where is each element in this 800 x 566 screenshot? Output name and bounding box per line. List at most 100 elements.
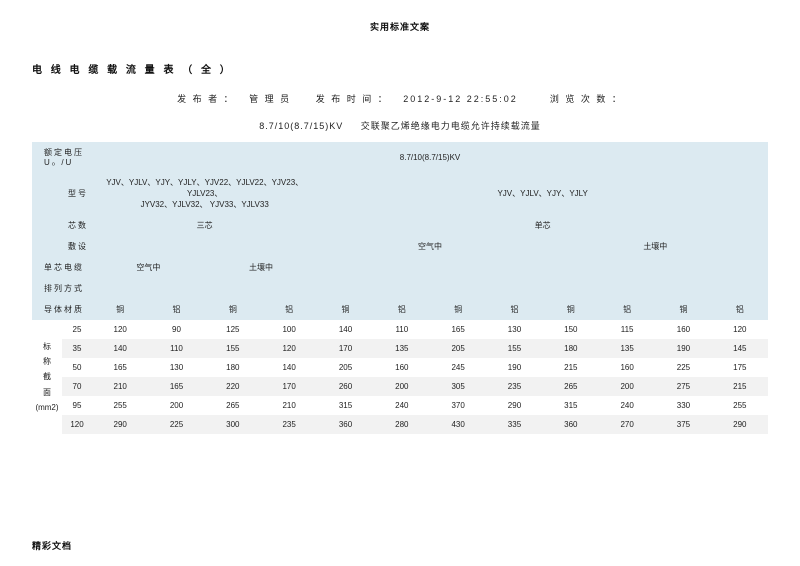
value-cell: 120 <box>261 339 317 358</box>
table-caption-left: 8.7/10(8.7/15)KV <box>259 121 343 131</box>
value-cell: 205 <box>430 339 486 358</box>
value-cell: 215 <box>712 377 768 396</box>
col-cu: 铜 <box>92 299 148 320</box>
table-body: 标称截面(mm2)2512090125100140110165130150115… <box>32 320 768 434</box>
col-cu: 铜 <box>543 299 599 320</box>
value-cell: 370 <box>430 396 486 415</box>
value-cell: 170 <box>261 377 317 396</box>
value-cell: 140 <box>317 320 373 339</box>
value-cell: 135 <box>599 339 655 358</box>
value-cell: 140 <box>261 358 317 377</box>
value-cell: 160 <box>374 358 430 377</box>
value-cell: 115 <box>599 320 655 339</box>
value-cell: 290 <box>712 415 768 434</box>
value-cell: 190 <box>486 358 542 377</box>
laying-soil-right: 土壤中 <box>543 236 768 257</box>
page-container: 实用标准文案 电 线 电 缆 载 流 量 表 （ 全 ） 发 布 者 ： 管 理… <box>0 0 800 566</box>
table-row: 95255200265210315240370290315240330255 <box>32 396 768 415</box>
value-cell: 110 <box>148 339 204 358</box>
value-cell: 235 <box>486 377 542 396</box>
value-cell: 155 <box>486 339 542 358</box>
laying-soil-left: 土壤中 <box>205 257 318 278</box>
value-cell: 220 <box>205 377 261 396</box>
value-cell: 280 <box>374 415 430 434</box>
value-cell: 215 <box>543 358 599 377</box>
laying-air-right: 空气中 <box>317 236 542 257</box>
document-title: 电 线 电 缆 载 流 量 表 （ 全 ） <box>32 61 768 76</box>
table-row: 50165130180140205160245190215160225175 <box>32 358 768 377</box>
value-cell: 165 <box>92 358 148 377</box>
value-cell: 240 <box>374 396 430 415</box>
footer-text: 精彩文档 <box>32 539 72 552</box>
size-cell: 120 <box>62 415 92 434</box>
value-cell: 270 <box>599 415 655 434</box>
value-cell: 120 <box>92 320 148 339</box>
value-cell: 430 <box>430 415 486 434</box>
table-head: 额定电压 U₀ /U 8.7/10(8.7/15)KV 型号 YJV、YJLV、… <box>32 142 768 320</box>
pubtime-label: 发 布 时 间 ： <box>316 94 389 104</box>
size-cell: 35 <box>62 339 92 358</box>
header-top: 实用标准文案 <box>32 20 768 33</box>
value-cell: 255 <box>92 396 148 415</box>
model-left-line1: YJV、YJLV、YJY、YJLY、YJV22、YJLV22、YJV23、YJL… <box>94 177 315 199</box>
cores-label: 芯数 <box>32 215 92 236</box>
col-al: 铝 <box>599 299 655 320</box>
value-cell: 135 <box>374 339 430 358</box>
value-cell: 205 <box>317 358 373 377</box>
value-cell: 200 <box>148 396 204 415</box>
laying-air-left: 空气中 <box>92 257 205 278</box>
value-cell: 150 <box>543 320 599 339</box>
side-label: 标称截面(mm2) <box>32 320 62 434</box>
value-cell: 100 <box>261 320 317 339</box>
rated-voltage-label: 额定电压 U₀ /U <box>32 142 92 172</box>
value-cell: 165 <box>430 320 486 339</box>
pubtime-value: 2012-9-12 22:55:02 <box>403 94 518 104</box>
table-caption: 8.7/10(8.7/15)KV 交联聚乙烯绝缘电力电缆允许持续载流量 <box>32 119 768 132</box>
value-cell: 165 <box>148 377 204 396</box>
col-al: 铝 <box>712 299 768 320</box>
value-cell: 235 <box>261 415 317 434</box>
value-cell: 210 <box>261 396 317 415</box>
single-core-label: 单芯电缆 <box>32 257 92 278</box>
value-cell: 140 <box>92 339 148 358</box>
views-label: 浏 览 次 数 ： <box>550 94 623 104</box>
table-row: 120290225300235360280430335360270375290 <box>32 415 768 434</box>
capacity-table: 额定电压 U₀ /U 8.7/10(8.7/15)KV 型号 YJV、YJLV、… <box>32 142 768 434</box>
size-cell: 70 <box>62 377 92 396</box>
col-cu: 铜 <box>430 299 486 320</box>
value-cell: 360 <box>317 415 373 434</box>
table-row: 35140110155120170135205155180135190145 <box>32 339 768 358</box>
value-cell: 145 <box>712 339 768 358</box>
arrange-label: 排列方式 <box>32 278 92 299</box>
publisher-label: 发 布 者 ： <box>177 94 235 104</box>
value-cell: 210 <box>92 377 148 396</box>
value-cell: 130 <box>148 358 204 377</box>
size-cell: 95 <box>62 396 92 415</box>
table-caption-right: 交联聚乙烯绝缘电力电缆允许持续载流量 <box>361 121 541 131</box>
col-al: 铝 <box>148 299 204 320</box>
value-cell: 110 <box>374 320 430 339</box>
value-cell: 180 <box>205 358 261 377</box>
col-al: 铝 <box>374 299 430 320</box>
value-cell: 245 <box>430 358 486 377</box>
value-cell: 335 <box>486 415 542 434</box>
value-cell: 315 <box>317 396 373 415</box>
table-row: 标称截面(mm2)2512090125100140110165130150115… <box>32 320 768 339</box>
col-al: 铝 <box>486 299 542 320</box>
value-cell: 265 <box>543 377 599 396</box>
value-cell: 275 <box>655 377 711 396</box>
model-left-line2: JYV32、YJLV32、 YJV33、YJLV33 <box>94 199 315 210</box>
value-cell: 175 <box>712 358 768 377</box>
value-cell: 300 <box>205 415 261 434</box>
publish-line: 发 布 者 ： 管 理 员 发 布 时 间 ： 2012-9-12 22:55:… <box>32 92 768 105</box>
value-cell: 190 <box>655 339 711 358</box>
conductor-label: 导体材质 <box>32 299 92 320</box>
value-cell: 265 <box>205 396 261 415</box>
value-cell: 315 <box>543 396 599 415</box>
value-cell: 260 <box>317 377 373 396</box>
value-cell: 120 <box>712 320 768 339</box>
size-cell: 25 <box>62 320 92 339</box>
laying-label: 敷设 <box>32 236 92 257</box>
model-label: 型号 <box>32 172 92 215</box>
value-cell: 330 <box>655 396 711 415</box>
